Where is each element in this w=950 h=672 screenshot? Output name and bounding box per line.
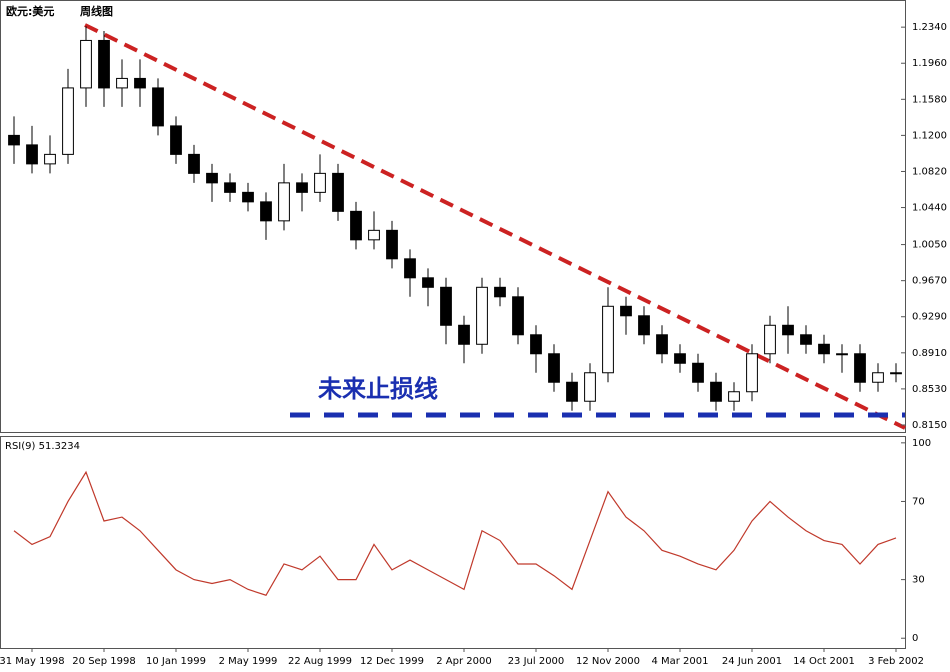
trend-line xyxy=(84,23,906,430)
candle-body xyxy=(656,334,668,355)
candle-body xyxy=(62,87,74,155)
candle-body xyxy=(710,381,722,402)
candle-body xyxy=(314,172,326,193)
candle-body xyxy=(782,324,794,336)
candle-body xyxy=(440,286,452,326)
candle-body xyxy=(512,296,524,336)
candle-body xyxy=(872,372,884,383)
candle-body xyxy=(116,77,128,89)
candle-body xyxy=(26,144,38,165)
candle-body xyxy=(818,343,830,355)
y-tick-label: 1.0820 xyxy=(912,166,947,177)
annotation: 未来止损线 xyxy=(318,375,438,403)
candle-body xyxy=(242,191,254,203)
chart-title: 欧元:美元 xyxy=(6,4,54,18)
y-tick-label: 100 xyxy=(912,438,931,449)
x-tick-label: 12 Nov 2000 xyxy=(576,656,640,667)
y-tick-label: 1.1580 xyxy=(912,94,947,105)
candle-body xyxy=(368,229,380,241)
candle-body xyxy=(890,372,902,375)
chart-subtitle: 周线图 xyxy=(80,4,113,18)
x-tick-label: 20 Sep 1998 xyxy=(72,656,135,667)
candle-body xyxy=(494,286,506,298)
candle-body xyxy=(836,353,848,356)
candle-body xyxy=(134,77,146,89)
y-tick-label: 1.1200 xyxy=(912,130,947,141)
y-tick-label: 0.9290 xyxy=(912,312,947,323)
y-tick-label: 30 xyxy=(912,575,925,586)
x-tick-label: 31 May 1998 xyxy=(0,656,65,667)
x-tick-label: 14 Oct 2001 xyxy=(793,656,855,667)
candle-body xyxy=(584,372,596,402)
candle-body xyxy=(638,315,650,336)
candle-body xyxy=(764,324,776,355)
candle-body xyxy=(260,201,272,222)
candle-body xyxy=(854,353,866,383)
candle-body xyxy=(458,324,470,345)
candle-body xyxy=(332,172,344,212)
y-tick-label: 0.8530 xyxy=(912,384,947,395)
price-panel xyxy=(0,0,906,433)
y-tick-label: 0.8150 xyxy=(912,420,947,431)
x-tick-label: 24 Jun 2001 xyxy=(722,656,782,667)
rsi-panel xyxy=(0,436,906,649)
y-tick-label: 0.9670 xyxy=(912,276,947,287)
x-tick-label: 12 Dec 1999 xyxy=(360,656,424,667)
y-tick-label: 1.0050 xyxy=(912,240,947,251)
x-tick-label: 2 Apr 2000 xyxy=(436,656,491,667)
candle-body xyxy=(404,258,416,279)
y-tick-label: 0.8910 xyxy=(912,348,947,359)
x-tick-label: 22 Aug 1999 xyxy=(288,656,352,667)
candle-body xyxy=(476,286,488,345)
y-tick-label: 70 xyxy=(912,496,925,507)
rsi-line xyxy=(13,470,897,596)
candle-body xyxy=(530,334,542,355)
x-tick-label: 2 May 1999 xyxy=(219,656,278,667)
y-tick-label: 1.1960 xyxy=(912,58,947,69)
candle-body xyxy=(674,353,686,364)
x-tick-label: 4 Mar 2001 xyxy=(651,656,708,667)
x-tick-label: 23 Jul 2000 xyxy=(508,656,565,667)
y-tick-label: 0 xyxy=(912,633,918,644)
candle-body xyxy=(422,277,434,288)
candle-body xyxy=(8,134,20,146)
candle-body xyxy=(170,125,182,155)
candle-body xyxy=(152,87,164,127)
candle-body xyxy=(80,39,92,89)
candle-body xyxy=(566,381,578,402)
rsi-title: RSI(9) 51.3234 xyxy=(5,441,80,452)
candle-body xyxy=(602,305,614,374)
x-tick-label: 3 Feb 2002 xyxy=(868,656,924,667)
candle-body xyxy=(44,153,56,165)
candle-body xyxy=(746,353,758,393)
candle-body xyxy=(206,172,218,184)
candle-body xyxy=(98,39,110,89)
x-tick-label: 10 Jan 1999 xyxy=(146,656,206,667)
candle-body xyxy=(692,362,704,383)
candle-body xyxy=(224,182,236,193)
candle-body xyxy=(386,229,398,260)
candle-body xyxy=(350,210,362,241)
candle-body xyxy=(278,182,290,222)
candle-body xyxy=(620,305,632,317)
candle-body xyxy=(548,353,560,383)
candle-body xyxy=(800,334,812,345)
candle-body xyxy=(728,391,740,402)
y-tick-label: 1.2340 xyxy=(912,22,947,33)
y-tick-label: 1.0440 xyxy=(912,203,947,214)
candle-body xyxy=(296,182,308,193)
candle-body xyxy=(188,153,200,174)
